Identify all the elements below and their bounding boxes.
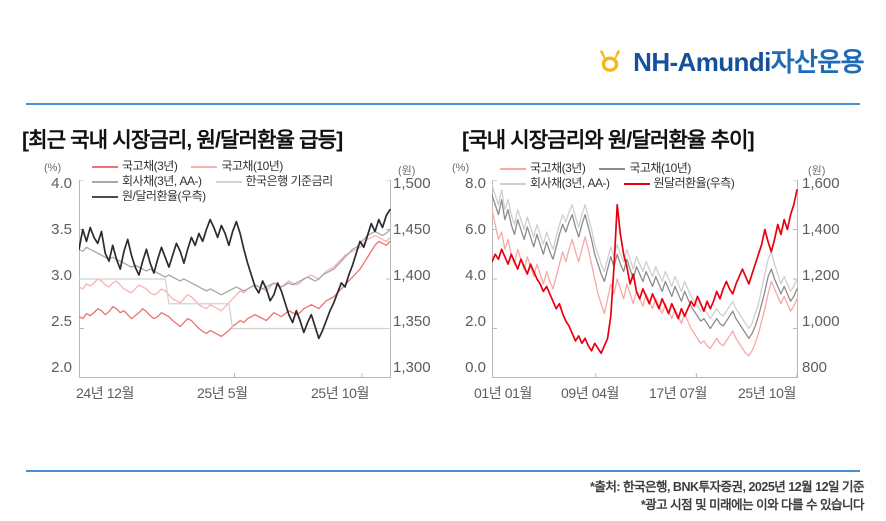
legend-swatch-2 xyxy=(92,180,118,183)
ytick-left-2: 3.0 xyxy=(51,267,72,284)
ytick-left-1: 3.5 xyxy=(51,221,72,238)
series-line xyxy=(79,278,391,330)
ytick-right-0: 1,500 xyxy=(393,175,431,192)
legend2-label-3: 원달러환율(우측) xyxy=(653,176,735,190)
legend2-item-2: 회사채(3년, AA-) xyxy=(500,177,610,190)
plot-area-right xyxy=(492,180,798,378)
brand-latin-text: NH-Amundi xyxy=(633,47,771,77)
ytick-left-3: 2.5 xyxy=(51,313,72,330)
ytick-left-4: 2.0 xyxy=(51,359,72,376)
right-axis-unit-right: (원) xyxy=(808,165,826,177)
series-line xyxy=(492,189,798,355)
legend-label-3: 한국은행 기준금리 xyxy=(245,174,334,188)
legend-label-0: 국고채(3년) xyxy=(122,159,178,173)
ytick2-right-4: 800 xyxy=(802,359,828,376)
legend-left: 국고채(3년) 국고채(10년) 회사채(3년, AA-) 한국은행 기준금리 xyxy=(92,160,333,203)
left-axis-unit-left: (%) xyxy=(44,162,62,174)
legend2-swatch-3 xyxy=(623,182,650,185)
legend2-item-3: 원달러환율(우측) xyxy=(623,176,735,190)
xtick-right-0: 01년 01월 xyxy=(474,385,532,401)
ytick-right-2: 1,400 xyxy=(393,267,431,284)
legend2-label-1: 국고채(10년) xyxy=(629,161,691,175)
right-axis-unit-left: (원) xyxy=(398,165,416,177)
chart-recent-rates: (%) (원) 4.0 3.5 3.0 2.5 2.0 1,500 1,450 … xyxy=(14,158,444,448)
legend2-swatch-0 xyxy=(500,167,526,170)
legend2-swatch-1 xyxy=(599,167,626,170)
legend-label-2: 회사채(3년, AA-) xyxy=(122,174,202,188)
chart-historical-rates: (%) (원) 8.0 6.0 4.0 2.0 0.0 1,600 1,400 … xyxy=(450,158,880,448)
page-header: NH-Amundi자산운용 xyxy=(0,0,886,104)
legend2-label-0: 국고채(3년) xyxy=(530,161,586,175)
xtick-left-0: 24년 12월 xyxy=(76,385,134,401)
ytick2-left-4: 0.0 xyxy=(465,359,486,376)
ytick2-left-3: 2.0 xyxy=(465,313,486,330)
ytick-right-1: 1,450 xyxy=(393,221,431,238)
nh-logo-icon xyxy=(595,46,625,76)
panel-recent-rates: [최근 국내 시장금리, 원/달러환율 급등] (%) (원) 4.0 3.5 … xyxy=(14,124,444,454)
ytick2-left-1: 6.0 xyxy=(465,221,486,238)
legend2-item-1: 국고채(10년) xyxy=(599,162,691,175)
ytick2-right-2: 1,200 xyxy=(802,267,840,284)
xtick-right-2: 17년 07월 xyxy=(649,385,707,401)
legend-right: 국고채(3년) 국고채(10년) 회사채(3년, AA-) 원달러환율(우측) xyxy=(500,161,735,190)
legend2-label-2: 회사채(3년, AA-) xyxy=(530,176,610,190)
legend-item-4: 원/달러환율(우측) xyxy=(92,190,206,203)
legend-item-1: 국고채(10년) xyxy=(191,160,283,173)
ytick2-right-1: 1,400 xyxy=(802,221,840,238)
legend-swatch-0 xyxy=(92,165,118,168)
footer-notes: *출처: 한국은행, BNK투자증권, 2025년 12월 12일 기준 *광고… xyxy=(589,478,865,514)
panel-title-left: [최근 국내 시장금리, 원/달러환율 급등] xyxy=(22,129,343,152)
legend2-swatch-2 xyxy=(500,182,526,185)
ytick2-left-0: 8.0 xyxy=(465,175,486,192)
xtick-right-1: 09년 04월 xyxy=(561,385,619,401)
brand-wordmark: NH-Amundi자산운용 xyxy=(633,42,864,79)
xtick-right-3: 25년 10월 xyxy=(738,385,796,401)
panel-historical-rates: [국내 시장금리와 원/달러환율 추이] (%) (원) 8.0 6.0 4.0… xyxy=(450,124,880,454)
legend-label-1: 국고채(10년) xyxy=(221,159,283,173)
footer-source: *출처: 한국은행, BNK투자증권, 2025년 12월 12일 기준 xyxy=(589,480,865,494)
legend-item-3: 한국은행 기준금리 xyxy=(215,174,334,188)
legend-swatch-1 xyxy=(191,165,218,168)
series-line xyxy=(79,234,391,312)
legend-label-4: 원/달러환율(우측) xyxy=(122,189,206,203)
header-divider xyxy=(26,103,860,105)
series-line xyxy=(492,184,798,330)
ytick-left-0: 4.0 xyxy=(51,175,72,192)
panel-title-right: [국내 시장금리와 원/달러환율 추이] xyxy=(462,129,755,152)
footer-disclaimer: *광고 시점 및 미래에는 이와 다를 수 있습니다 xyxy=(640,498,865,512)
ytick2-right-0: 1,600 xyxy=(802,175,840,192)
ytick2-left-2: 4.0 xyxy=(465,267,486,284)
xtick-left-1: 25년 5월 xyxy=(197,385,248,401)
ytick-right-3: 1,350 xyxy=(393,313,431,330)
series-line xyxy=(492,194,798,340)
series-line xyxy=(492,209,798,357)
plot-area-left xyxy=(79,180,391,378)
legend2-item-0: 국고채(3년) xyxy=(500,161,586,175)
footer-divider xyxy=(26,470,860,472)
xtick-left-2: 25년 10월 xyxy=(311,385,369,401)
legend-item-2: 회사채(3년, AA-) xyxy=(92,175,202,188)
series-line xyxy=(79,208,391,340)
brand-logo: NH-Amundi자산운용 xyxy=(595,42,865,79)
series-line xyxy=(79,228,391,296)
ytick-right-4: 1,300 xyxy=(393,359,431,376)
legend-item-0: 국고채(3년) xyxy=(92,159,178,173)
left-axis-unit-right: (%) xyxy=(452,162,470,174)
ytick2-right-3: 1,000 xyxy=(802,313,840,330)
brand-korean-text: 자산운용 xyxy=(770,47,865,77)
series-line xyxy=(79,240,391,338)
legend-swatch-4 xyxy=(92,195,118,198)
legend-swatch-3 xyxy=(215,180,242,183)
